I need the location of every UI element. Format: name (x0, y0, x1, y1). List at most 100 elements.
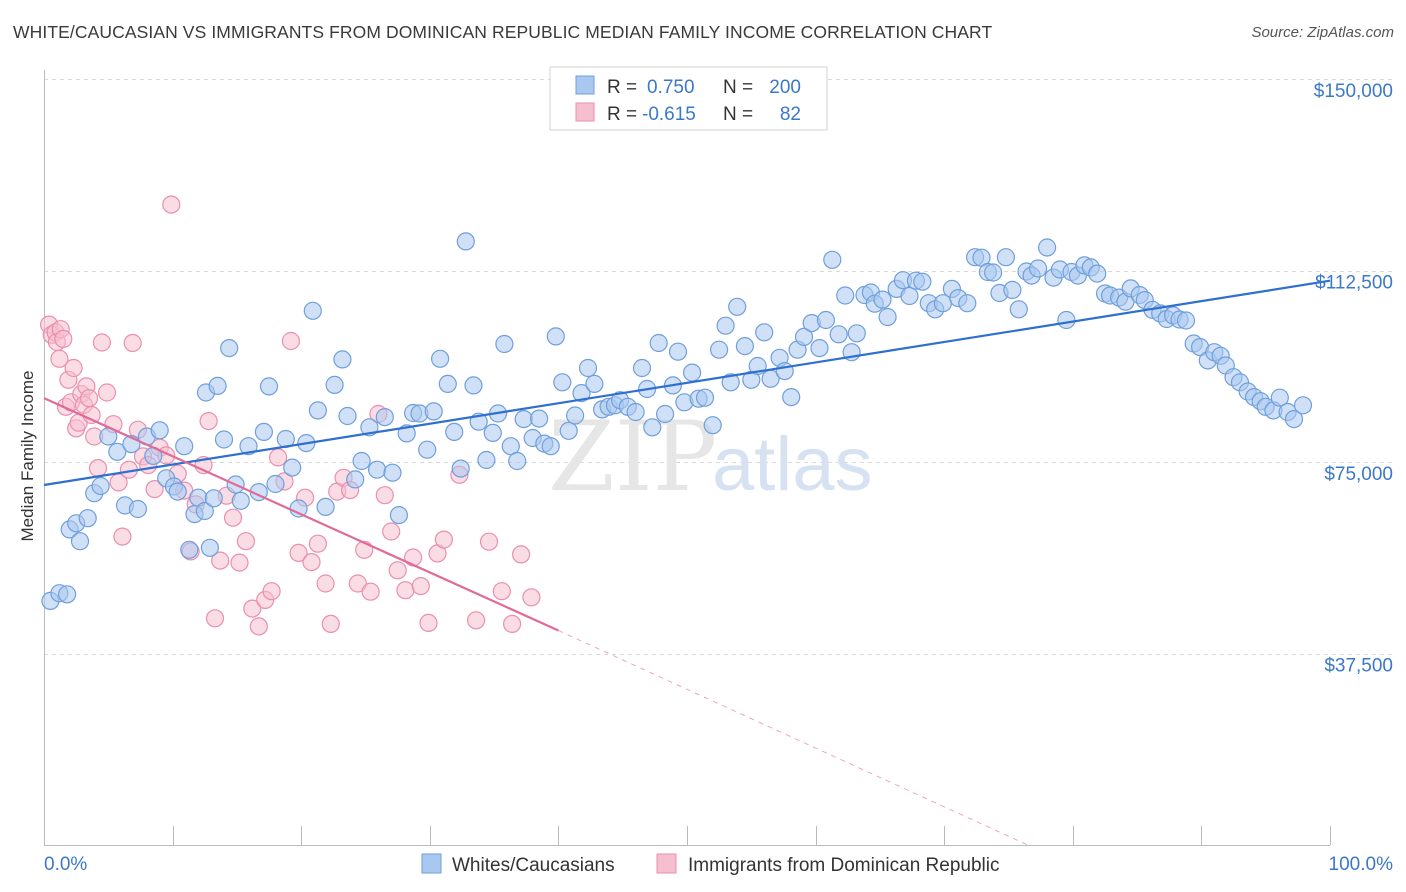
legend-pink-r-value: -0.615 (642, 104, 696, 125)
blue-point-104 (716, 316, 735, 335)
pink-point-43 (223, 508, 243, 527)
pink-point-49 (262, 582, 281, 601)
legend-pink-n-value: 82 (780, 104, 801, 125)
blue-point-65 (464, 376, 483, 395)
blue-point-82 (572, 384, 591, 403)
pink-point-45 (236, 532, 255, 551)
blue-point-36 (259, 377, 279, 396)
blue-point-190 (1293, 396, 1313, 415)
blue-point-62 (445, 422, 464, 441)
blue-point-144 (983, 263, 1003, 282)
blue-point-64 (456, 232, 475, 251)
blue-point-106 (728, 297, 747, 316)
pink-point-72 (419, 613, 438, 633)
blue-point-152 (1037, 238, 1057, 257)
pink-point-64 (361, 582, 380, 601)
pink-point-68 (388, 561, 407, 580)
blue-point-160 (1088, 264, 1107, 283)
legend-pink-swatch (575, 102, 595, 122)
blue-point-90 (626, 402, 645, 422)
blue-point-39 (283, 458, 302, 477)
x-tick-label-min: 0.0% (44, 854, 87, 875)
pink-point-30 (145, 480, 164, 499)
blue-point-91 (632, 358, 652, 378)
source-label: Source: ZipAtlas.com (1251, 24, 1394, 41)
pink-point-76 (467, 611, 486, 630)
blue-point-27 (204, 489, 223, 508)
blue-point-95 (655, 404, 675, 424)
pink-point-39 (199, 412, 218, 431)
pink-point-21 (97, 383, 117, 402)
blue-point-2 (57, 585, 77, 604)
pink-series-points (39, 195, 541, 636)
blue-point-16 (150, 421, 169, 440)
blue-point-8 (91, 476, 110, 496)
blue-point-35 (254, 422, 273, 441)
y-tick-label-2: $112,500 (1315, 273, 1393, 294)
blue-point-5 (70, 532, 90, 551)
blue-point-93 (643, 418, 662, 437)
axes (44, 70, 1331, 846)
blue-point-78 (546, 327, 565, 346)
blue-point-37 (266, 474, 285, 494)
blue-point-42 (303, 301, 322, 320)
blue-point-147 (1003, 280, 1022, 299)
blue-point-21 (180, 540, 199, 559)
pink-point-74 (434, 530, 453, 549)
legend-pink-n-label: N = (723, 104, 753, 125)
blue-point-187 (1270, 388, 1289, 407)
blue-point-10 (108, 442, 127, 461)
pink-point-80 (511, 545, 531, 564)
legend-blue-r-label: R = (607, 77, 637, 98)
pink-point-79 (502, 614, 522, 634)
blue-point-121 (829, 325, 848, 344)
blue-point-94 (649, 333, 668, 353)
chart-title: WHITE/CAUCASIAN VS IMMIGRANTS FROM DOMIN… (13, 22, 993, 42)
pink-point-19 (88, 459, 108, 478)
blue-point-107 (735, 337, 755, 356)
legend-blue-r-value: 0.750 (647, 77, 695, 98)
blue-point-45 (325, 375, 344, 394)
blue-point-110 (755, 323, 774, 342)
pink-point-16 (79, 389, 99, 408)
blue-point-43 (308, 401, 327, 420)
pink-point-58 (321, 614, 340, 634)
pink-point-57 (316, 574, 335, 593)
blue-point-60 (431, 349, 450, 368)
blue-point-83 (578, 358, 598, 378)
pink-point-10 (64, 358, 83, 378)
blue-point-132 (900, 286, 919, 306)
blue-point-58 (418, 440, 437, 459)
blue-point-30 (220, 339, 239, 358)
bottom-legend: Whites/Caucasians Immigrants from Domini… (421, 853, 1000, 876)
bottom-legend-pink-label: Immigrants from Dominican Republic (688, 855, 1000, 876)
blue-point-124 (847, 324, 866, 343)
grid-lines (44, 79, 1392, 655)
pink-point-56 (308, 534, 327, 553)
blue-point-189 (1284, 410, 1304, 429)
legend-blue-swatch (575, 75, 595, 95)
blue-point-101 (695, 388, 715, 407)
blue-point-73 (514, 410, 533, 429)
pink-point-69 (396, 581, 415, 600)
pink-point-67 (382, 522, 401, 541)
blue-point-40 (289, 499, 308, 518)
pink-point-53 (289, 543, 308, 563)
blue-point-68 (483, 423, 502, 442)
blue-point-53 (383, 463, 402, 482)
blue-point-114 (782, 388, 801, 407)
trend-lines (43, 279, 1331, 846)
blue-point-26 (200, 538, 219, 557)
pink-point-55 (302, 552, 321, 572)
blue-point-80 (559, 421, 578, 440)
blue-point-118 (810, 339, 829, 358)
blue-point-28 (208, 376, 227, 395)
y-tick-labels: $37,500 $75,000 $112,500 $150,000 (1314, 81, 1393, 677)
blue-point-99 (682, 363, 702, 382)
blue-point-24 (195, 501, 214, 521)
pink-point-70 (404, 548, 423, 567)
pink-point-20 (92, 333, 112, 352)
y-tick-label-1: $75,000 (1324, 464, 1393, 485)
y-axis-label: Median Family Income (18, 370, 37, 541)
